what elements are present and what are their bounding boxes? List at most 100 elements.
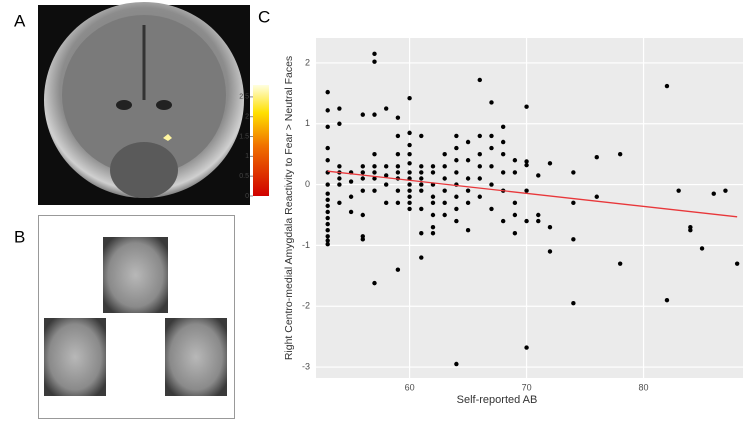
point bbox=[419, 164, 423, 168]
point bbox=[466, 158, 470, 162]
point bbox=[501, 140, 505, 144]
face-image bbox=[44, 318, 106, 396]
point bbox=[407, 143, 411, 147]
point bbox=[407, 188, 411, 192]
point bbox=[548, 161, 552, 165]
point bbox=[419, 207, 423, 211]
point bbox=[489, 146, 493, 150]
point bbox=[419, 176, 423, 180]
point bbox=[536, 173, 540, 177]
point bbox=[454, 207, 458, 211]
point bbox=[571, 301, 575, 305]
point bbox=[442, 164, 446, 168]
point bbox=[419, 170, 423, 174]
point bbox=[372, 52, 376, 56]
point bbox=[431, 213, 435, 217]
point bbox=[595, 195, 599, 199]
point bbox=[325, 90, 329, 94]
point bbox=[407, 161, 411, 165]
point bbox=[478, 152, 482, 156]
point bbox=[571, 201, 575, 205]
point bbox=[513, 170, 517, 174]
point bbox=[442, 176, 446, 180]
x-tick-label: 60 bbox=[405, 382, 415, 392]
point bbox=[431, 231, 435, 235]
point bbox=[407, 182, 411, 186]
point bbox=[325, 204, 329, 208]
point bbox=[489, 134, 493, 138]
point bbox=[349, 210, 353, 214]
point bbox=[536, 219, 540, 223]
y-tick-label: -1 bbox=[302, 240, 310, 250]
panel-label: B bbox=[14, 227, 25, 246]
point bbox=[454, 158, 458, 162]
point bbox=[442, 201, 446, 205]
y-axis-title: Right Centro-medial Amygdala Reactivity … bbox=[283, 56, 295, 360]
point bbox=[361, 112, 365, 116]
x-axis-title: Self-reported AB bbox=[457, 394, 538, 406]
colorbar-tick-label: 2 bbox=[245, 114, 249, 121]
point bbox=[396, 268, 400, 272]
point bbox=[396, 152, 400, 156]
point bbox=[349, 179, 353, 183]
colorbar-tick-label: 1 bbox=[245, 153, 249, 160]
point bbox=[723, 188, 727, 192]
point bbox=[372, 112, 376, 116]
point bbox=[700, 246, 704, 250]
point bbox=[478, 164, 482, 168]
point bbox=[524, 219, 528, 223]
point bbox=[466, 228, 470, 232]
point bbox=[372, 60, 376, 64]
point bbox=[489, 100, 493, 104]
point bbox=[337, 182, 341, 186]
y-tick-label: 1 bbox=[305, 118, 310, 128]
point bbox=[396, 201, 400, 205]
point bbox=[396, 164, 400, 168]
point bbox=[325, 242, 329, 246]
point bbox=[325, 216, 329, 220]
point bbox=[466, 140, 470, 144]
point bbox=[372, 152, 376, 156]
point bbox=[407, 170, 411, 174]
y-tick-label: -2 bbox=[302, 301, 310, 311]
point bbox=[372, 188, 376, 192]
face-image bbox=[103, 237, 168, 313]
point bbox=[384, 201, 388, 205]
point bbox=[419, 134, 423, 138]
y-tick-label: 2 bbox=[305, 57, 310, 67]
face-image bbox=[165, 318, 227, 396]
point bbox=[337, 164, 341, 168]
point bbox=[372, 170, 376, 174]
point bbox=[524, 105, 528, 109]
x-tick-label: 80 bbox=[639, 382, 649, 392]
point bbox=[325, 108, 329, 112]
colorbar-tick-label: 0 bbox=[245, 193, 249, 200]
colorbar-tick-label: 0.5 bbox=[239, 173, 249, 180]
point bbox=[665, 298, 669, 302]
point bbox=[407, 96, 411, 100]
point bbox=[618, 152, 622, 156]
point bbox=[454, 362, 458, 366]
point bbox=[513, 201, 517, 205]
point bbox=[396, 134, 400, 138]
point bbox=[325, 234, 329, 238]
point bbox=[513, 158, 517, 162]
point bbox=[548, 249, 552, 253]
point bbox=[396, 188, 400, 192]
point bbox=[489, 182, 493, 186]
point bbox=[466, 188, 470, 192]
point bbox=[361, 164, 365, 168]
point bbox=[712, 192, 716, 196]
point bbox=[489, 207, 493, 211]
point bbox=[337, 201, 341, 205]
figure: A B C Self-reported AB Right Centro-medi… bbox=[0, 0, 744, 420]
point bbox=[501, 170, 505, 174]
point bbox=[618, 261, 622, 265]
point bbox=[325, 125, 329, 129]
point bbox=[337, 106, 341, 110]
point bbox=[419, 182, 423, 186]
point bbox=[361, 237, 365, 241]
point bbox=[501, 219, 505, 223]
point bbox=[325, 210, 329, 214]
point bbox=[665, 84, 669, 88]
